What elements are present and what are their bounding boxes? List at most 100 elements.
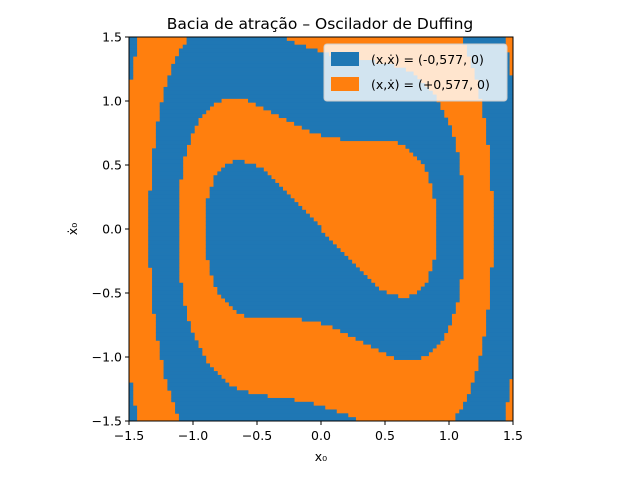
x-tick-label: 0.0 — [311, 428, 331, 443]
basin-cell-blue — [489, 294, 514, 299]
basin-cell-blue — [148, 252, 180, 257]
basin-cell-blue — [205, 255, 349, 261]
basin-cell-blue — [355, 336, 445, 341]
basin-cell-blue — [129, 60, 134, 65]
basin-cell-blue — [152, 271, 180, 276]
basin-cell-blue — [171, 394, 268, 399]
basin-cell-blue — [152, 167, 184, 172]
basin-cell-blue — [209, 186, 283, 191]
basin-cell-blue — [493, 248, 514, 253]
basin-cell-blue — [129, 409, 138, 414]
basin-cell-blue — [432, 186, 464, 191]
basin-cell-blue — [436, 205, 464, 211]
basin-cell-blue — [489, 159, 514, 165]
basin-cell-blue — [163, 359, 207, 364]
basin-cell-blue — [486, 332, 514, 337]
basin-cell-blue — [271, 109, 445, 115]
basin-cell-blue — [255, 102, 441, 107]
basin-cell-blue — [482, 102, 514, 107]
basin-cell-blue — [424, 167, 460, 172]
basin-cell-blue — [186, 40, 295, 46]
basin-cell-blue — [489, 156, 514, 161]
basin-cell-blue — [171, 67, 406, 72]
basin-cell-blue — [175, 60, 376, 65]
basin-cell-blue — [482, 340, 514, 345]
basin-cell-blue — [182, 44, 307, 49]
basin-cell-blue — [148, 259, 180, 264]
basin-cell-blue — [432, 194, 464, 199]
basin-cell-blue — [205, 252, 345, 257]
basin-cell-blue — [129, 56, 134, 61]
basin-cell-blue — [159, 102, 214, 107]
basin-cell-blue — [129, 382, 134, 387]
basin-cell-blue — [155, 133, 191, 138]
basin-cell-blue — [489, 282, 514, 287]
basin-cell-blue — [486, 313, 514, 318]
basin-cell-blue — [148, 229, 180, 234]
basin-cell-blue — [409, 294, 460, 299]
basin-cell-blue — [436, 217, 464, 222]
basin-cell-blue — [186, 37, 287, 42]
basin-cell-blue — [466, 394, 510, 399]
basin-cell-blue — [209, 194, 291, 199]
basin-cell-blue — [455, 413, 506, 418]
basin-cell-blue — [244, 313, 452, 318]
basin-cell-blue — [129, 67, 134, 72]
basin-cell-blue — [205, 232, 326, 238]
basin-cell-blue — [263, 106, 441, 111]
basin-cell-blue — [175, 409, 337, 414]
basin-cell-blue — [163, 86, 429, 92]
basin-cell-blue — [225, 298, 460, 303]
basin-cell-blue — [152, 179, 180, 184]
basin-cell-blue — [420, 286, 460, 291]
basin-cell-blue — [209, 271, 364, 276]
basin-cell-blue — [470, 382, 510, 387]
basin-cell-blue — [163, 90, 433, 95]
basin-cell-blue — [278, 113, 445, 119]
basin-cell-blue — [155, 336, 195, 341]
basin-cell-blue — [209, 267, 360, 272]
basin-cell-blue — [129, 401, 134, 407]
basin-cell-blue — [152, 278, 180, 284]
basin-cell-blue — [321, 133, 452, 138]
y-tick-label: 0.5 — [102, 158, 122, 173]
basin-cell-blue — [129, 52, 138, 57]
basin-cell-blue — [493, 240, 514, 245]
x-tick-label: 1.5 — [503, 428, 523, 443]
basin-cell-blue — [370, 344, 437, 349]
basin-cell-blue — [489, 271, 514, 276]
basin-cell-blue — [478, 367, 514, 372]
basin-cell-blue — [482, 348, 514, 353]
basin-cell-blue — [129, 37, 138, 42]
y-tick-label: −1.5 — [92, 414, 122, 429]
legend: (x,ẋ) = (-0,577, 0) (x,ẋ) = (+0,577, 0) — [323, 43, 508, 102]
basin-cell-blue — [205, 217, 314, 222]
basin-cell-blue — [152, 298, 184, 303]
basin-cell-blue — [493, 217, 514, 222]
basin-cell-blue — [489, 182, 514, 188]
basin-cell-blue — [217, 286, 379, 291]
basin-cell-blue — [148, 217, 180, 222]
basin-cell-blue — [155, 144, 187, 149]
basin-cell-blue — [152, 159, 184, 165]
basin-cell-blue — [148, 263, 180, 268]
basin-cell-blue — [155, 325, 191, 330]
basin-cell-blue — [205, 202, 299, 207]
x-tick-label: 0.5 — [375, 428, 395, 443]
basin-cell-blue — [129, 413, 138, 418]
basin-cell-blue — [209, 263, 356, 268]
basin-cell-blue — [363, 340, 441, 345]
basin-cell-blue — [340, 136, 456, 142]
basin-cell-blue — [178, 413, 349, 418]
basin-cell-blue — [155, 332, 195, 337]
basin-cell-blue — [436, 244, 464, 249]
basin-cell-blue — [159, 109, 207, 115]
basin-cell-blue — [205, 209, 307, 215]
basin-cell-blue — [152, 186, 180, 191]
basin-cell-blue — [301, 317, 452, 322]
basin-cell-blue — [159, 106, 211, 111]
basin-cell-blue — [486, 117, 514, 122]
basin-cell-blue — [486, 129, 514, 134]
basin-cell-blue — [167, 382, 230, 387]
